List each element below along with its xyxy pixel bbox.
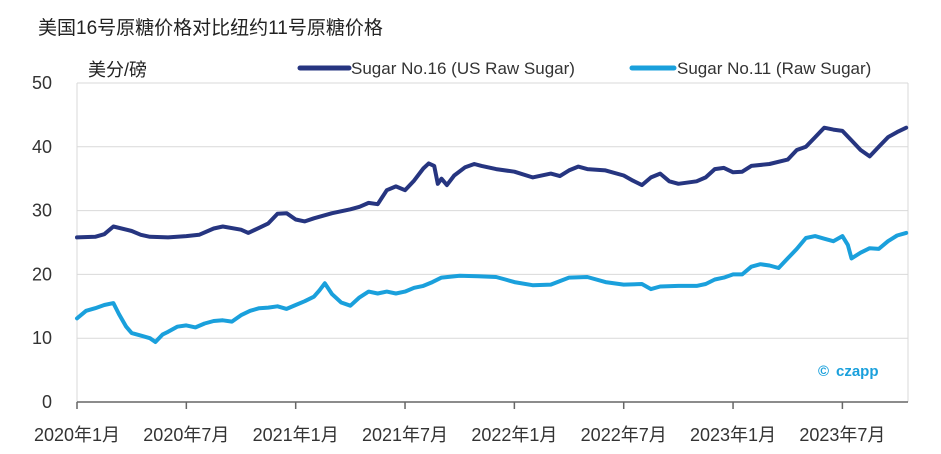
series-line-sugar-no16 [75, 125, 909, 240]
x-tick-label: 2021年1月 [253, 425, 339, 445]
x-tick-label: 2020年1月 [34, 425, 120, 445]
czapp-watermark: © czapp [818, 363, 879, 380]
y-axis-ticks: 0 10 20 30 40 50 [32, 73, 52, 412]
x-axis-ticks: 2020年1月 2020年7月 2021年1月 2021年7月 2022年1月 2022年… [34, 402, 885, 445]
gridlines [76, 82, 909, 403]
y-axis-unit-label: 美分/磅 [88, 60, 147, 80]
y-tick-label: 50 [32, 73, 52, 93]
series-lines [75, 125, 909, 344]
y-tick-label: 40 [32, 137, 52, 157]
x-tick-label: 2021年7月 [362, 425, 448, 445]
y-tick-label: 0 [42, 392, 52, 412]
x-tick-label: 2023年1月 [690, 425, 776, 445]
copyright-icon: © [818, 363, 829, 380]
x-tick-label: 2020年7月 [143, 425, 229, 445]
legend-label-sugar-no16: Sugar No.16 (US Raw Sugar) [351, 59, 575, 78]
legend-label-sugar-no11: Sugar No.11 (Raw Sugar) [677, 59, 871, 78]
x-tick-label: 2022年7月 [581, 425, 667, 445]
y-tick-label: 20 [32, 264, 52, 284]
legend: Sugar No.16 (US Raw Sugar) Sugar No.11 (… [297, 59, 871, 78]
chart-title: 美国16号原糖价格对比纽约11号原糖价格 [38, 17, 383, 39]
series-line-sugar-no11 [75, 230, 909, 344]
x-tick-label: 2022年1月 [471, 425, 557, 445]
x-tick-label: 2023年7月 [799, 425, 885, 445]
y-tick-label: 10 [32, 328, 52, 348]
brand-logo-text: czapp [836, 363, 879, 380]
y-tick-label: 30 [32, 201, 52, 221]
